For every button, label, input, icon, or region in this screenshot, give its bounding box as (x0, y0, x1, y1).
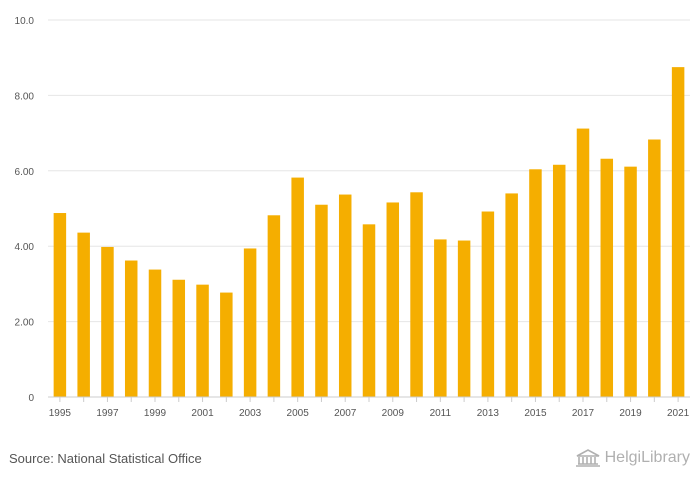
bar-2015[interactable] (529, 169, 542, 397)
bar-chart: 0 2.00 4.00 6.00 8.00 10.0 1995 1997 1999 2001 20… (15, 16, 690, 419)
bar-2010[interactable] (410, 192, 423, 397)
bar-1996[interactable] (77, 232, 90, 397)
bar-2006[interactable] (315, 204, 328, 397)
bar-2009[interactable] (386, 202, 400, 397)
y-tick-label: 6.00 (15, 167, 35, 178)
x-tick-label: 2001 (191, 408, 214, 419)
bar-2011[interactable] (434, 239, 447, 397)
y-tick-label: 2.00 (15, 318, 35, 329)
bar-2004[interactable] (267, 215, 281, 397)
bar-2012[interactable] (457, 240, 471, 397)
x-tick-label: 2011 (430, 408, 452, 419)
y-tick-label: 4.00 (15, 242, 35, 253)
x-tick-label: 2021 (667, 408, 690, 419)
bar-1999[interactable] (148, 269, 162, 397)
helgilibrary-logo[interactable]: HelgiLibrary (575, 449, 690, 467)
bar-1997[interactable] (101, 246, 114, 397)
x-tick-label: 2003 (239, 408, 262, 419)
bar-2014[interactable] (505, 193, 518, 397)
bar-1998[interactable] (124, 260, 138, 397)
x-axis: 1995 1997 1999 2001 2003 2005 2007 2009 2011 2013… (49, 397, 690, 419)
bar-2001[interactable] (196, 284, 209, 397)
bar-1995[interactable] (53, 213, 67, 397)
library-building-icon (575, 449, 600, 467)
y-tick-label: 10.0 (15, 16, 35, 27)
bar-2016[interactable] (552, 164, 566, 397)
bar-2017[interactable] (576, 128, 590, 398)
x-tick-label: 2017 (572, 408, 595, 419)
bar-2007[interactable] (338, 194, 352, 397)
x-tick-label: 2015 (524, 408, 547, 419)
x-tick-label: 2013 (477, 408, 500, 419)
bar-2019[interactable] (624, 166, 637, 397)
x-tick-label: 1995 (49, 408, 72, 419)
y-tick-label: 8.00 (15, 91, 35, 102)
x-tick-label: 2009 (382, 408, 405, 419)
bar-2021[interactable] (671, 67, 685, 397)
x-tick-label: 1999 (144, 408, 167, 419)
brand-name: HelgiLibrary (604, 449, 690, 466)
bar-2008[interactable] (362, 224, 376, 397)
x-tick-label: 1997 (96, 408, 119, 419)
bars (53, 67, 685, 398)
source-note: Source: National Statistical Office (9, 451, 202, 466)
x-tick-label: 2007 (334, 408, 357, 419)
bar-2000[interactable] (172, 279, 186, 397)
x-tick-label: 2019 (619, 408, 642, 419)
bar-2002[interactable] (220, 292, 233, 397)
bar-2003[interactable] (243, 248, 257, 397)
bar-2013[interactable] (481, 211, 495, 397)
x-tick-label: 2005 (287, 408, 310, 419)
bar-2005[interactable] (291, 177, 304, 397)
bar-2020[interactable] (648, 139, 661, 397)
bar-2018[interactable] (600, 158, 614, 397)
y-tick-label: 0 (28, 393, 34, 404)
y-axis: 0 2.00 4.00 6.00 8.00 10.0 (15, 16, 35, 404)
